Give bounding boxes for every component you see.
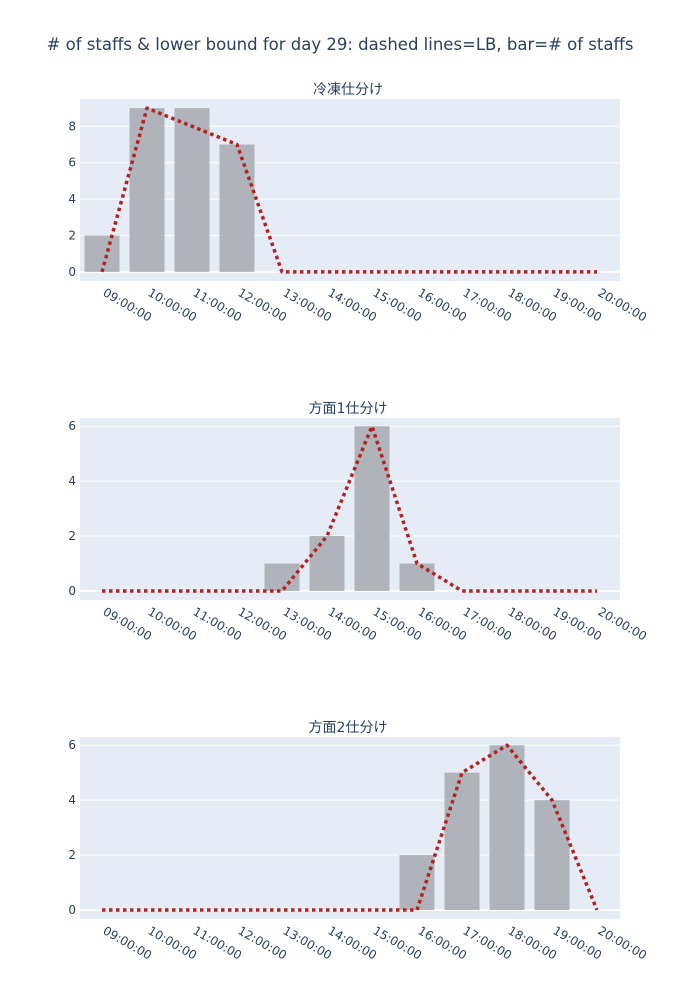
plot-area	[80, 99, 620, 281]
x-tick-label: 17:00:00	[461, 285, 515, 324]
x-tick-label: 16:00:00	[416, 285, 470, 324]
plot-area	[80, 737, 620, 919]
x-tick-label: 17:00:00	[461, 923, 515, 962]
staff-bar	[309, 536, 345, 591]
x-tick-label: 09:00:00	[101, 285, 155, 324]
x-tick-label: 20:00:00	[596, 285, 650, 324]
x-tick-label: 15:00:00	[371, 923, 425, 962]
y-tick-label: 4	[68, 192, 76, 206]
x-tick-label: 19:00:00	[551, 285, 605, 324]
x-tick-label: 18:00:00	[506, 923, 560, 962]
x-tick-label: 18:00:00	[506, 285, 560, 324]
plot-area	[80, 418, 620, 600]
x-tick-label: 09:00:00	[101, 604, 155, 643]
figure-title: # of staffs & lower bound for day 29: da…	[47, 35, 634, 54]
x-tick-label: 11:00:00	[191, 923, 245, 962]
subplot-title: 冷凍仕分け	[313, 82, 383, 98]
staff-bar	[174, 108, 210, 272]
x-tick-label: 19:00:00	[551, 923, 605, 962]
x-tick-label: 17:00:00	[461, 604, 515, 643]
subplot: 0 2 4 6 方面1仕分け 09:00:0010:00:0011:00:0012:00:…	[68, 401, 649, 644]
staff-bar	[129, 108, 165, 272]
x-tick-label: 16:00:00	[416, 604, 470, 643]
staff-bar	[84, 235, 120, 272]
staff-bar	[444, 772, 480, 910]
x-tick-label: 19:00:00	[551, 604, 605, 643]
x-tick-label: 15:00:00	[371, 604, 425, 643]
x-tick-label: 15:00:00	[371, 285, 425, 324]
lower-bound-line	[100, 106, 597, 274]
y-tick-label: 8	[68, 119, 76, 133]
staff-bar	[354, 426, 390, 591]
x-tick-label: 14:00:00	[326, 285, 380, 324]
x-tick-label: 12:00:00	[236, 604, 290, 643]
x-tick-label: 11:00:00	[191, 285, 245, 324]
x-tick-label: 14:00:00	[326, 604, 380, 643]
x-tick-label: 20:00:00	[596, 604, 650, 643]
y-tick-label: 4	[68, 793, 76, 807]
x-tick-label: 18:00:00	[506, 604, 560, 643]
staff-bar	[399, 563, 435, 591]
y-tick-label: 2	[68, 848, 76, 862]
staff-bar	[219, 144, 255, 272]
x-tick-label: 14:00:00	[326, 923, 380, 962]
x-tick-label: 12:00:00	[236, 285, 290, 324]
y-tick-label: 2	[68, 229, 76, 243]
y-tick-label: 6	[68, 156, 76, 170]
lower-bound-line	[102, 743, 599, 912]
y-tick-label: 0	[68, 265, 76, 279]
subplot: 0 2 4 6 方面2仕分け 09:00:0010:00:0011:00:0012:00:…	[68, 720, 649, 963]
subplot: 0 2 4 6 8 冷凍仕分け 09:00:0010:00:0011:00:0012:00:…	[68, 82, 649, 325]
x-tick-label: 10:00:00	[146, 285, 200, 324]
x-tick-label: 10:00:00	[146, 604, 200, 643]
x-tick-label: 13:00:00	[281, 604, 335, 643]
x-tick-label: 09:00:00	[101, 923, 155, 962]
staff-bar	[489, 745, 525, 910]
x-tick-label: 20:00:00	[596, 923, 650, 962]
subplots: 02468冷凍仕分け09:00:0010:00:0011:00:0012:00:…	[68, 82, 649, 963]
staff-bar	[534, 800, 570, 910]
y-tick-label: 6	[68, 738, 76, 752]
subplot-title: 方面1仕分け	[309, 401, 388, 417]
x-tick-label: 11:00:00	[191, 604, 245, 643]
x-tick-label: 10:00:00	[146, 923, 200, 962]
staff-bar	[399, 855, 435, 910]
y-tick-label: 6	[68, 419, 76, 433]
x-tick-label: 13:00:00	[281, 285, 335, 324]
y-tick-label: 0	[68, 903, 76, 917]
lower-bound-line	[102, 424, 597, 593]
subplot-title: 方面2仕分け	[309, 720, 388, 736]
y-tick-label: 0	[68, 584, 76, 598]
y-tick-label: 4	[68, 474, 76, 488]
x-tick-label: 13:00:00	[281, 923, 335, 962]
x-tick-label: 12:00:00	[236, 923, 290, 962]
x-tick-label: 16:00:00	[416, 923, 470, 962]
y-tick-label: 2	[68, 529, 76, 543]
